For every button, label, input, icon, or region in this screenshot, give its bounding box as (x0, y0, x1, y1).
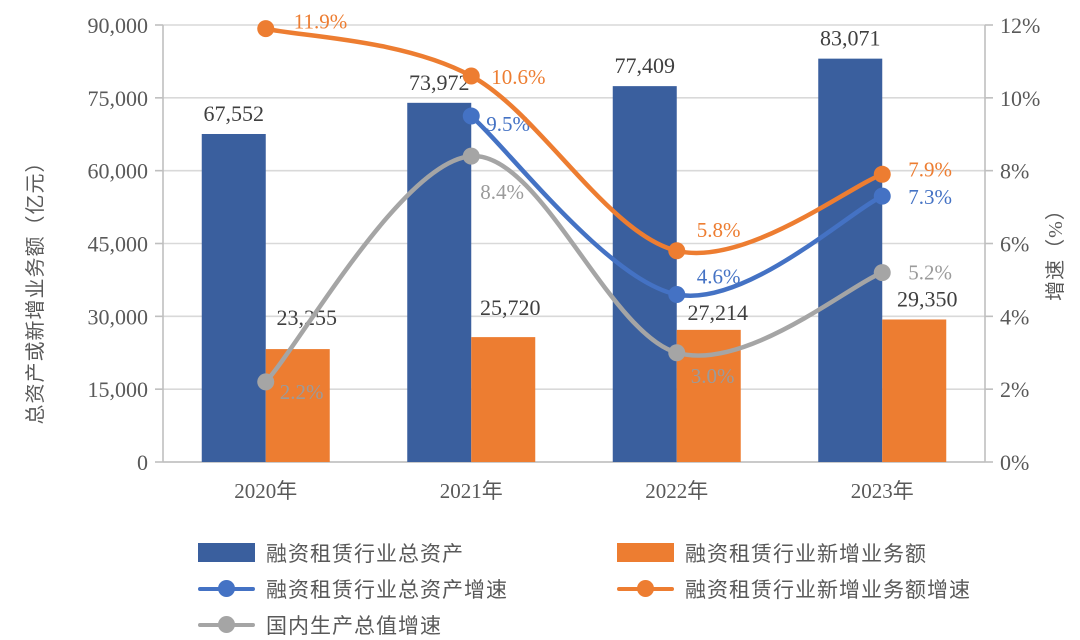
line-value-label: 3.0% (691, 364, 735, 388)
line-path (263, 26, 885, 256)
legend-line-swatch-total-assets-growth (198, 579, 255, 598)
data-point-marker (462, 147, 480, 165)
right-axis-tick-label: 10% (1000, 86, 1040, 111)
legend-item-new-business-growth: 融资租赁行业新增业务额增速 (617, 578, 971, 602)
left-axis-tick-label: 75,000 (88, 86, 149, 111)
line-value-label: 2.2% (280, 380, 324, 404)
category-label: 2021年 (440, 479, 503, 503)
bar (612, 86, 677, 463)
legend-label: 融资租赁行业新增业务额 (685, 541, 927, 566)
line-value-label: 7.9% (908, 157, 952, 181)
legend-line-swatch-gdp-growth (198, 615, 255, 634)
legend-bar-swatch-new-business (617, 543, 674, 562)
axes: 0 0% 15,000 2% 30,000 4% 45,000 6% 60,000 8% 75,00… (24, 13, 1067, 503)
right-axis-title: 增速（%） (1044, 199, 1067, 301)
line-series-1: 11.9% 10.6% 5.8% 7.9% (257, 10, 952, 260)
bar-value-label: 73,972 (409, 70, 470, 95)
left-axis-tick-label: 45,000 (88, 232, 149, 257)
data-point-marker (257, 373, 275, 391)
bar-value-label: 83,071 (820, 26, 881, 51)
bar (265, 349, 330, 462)
legend-column-right: 融资租赁行业新增业务额 融资租赁行业新增业务额增速 (617, 542, 971, 602)
legend-line-swatch-new-business-growth (617, 579, 674, 598)
legend-label: 融资租赁行业新增业务额增速 (685, 577, 971, 602)
data-point-marker (873, 187, 891, 205)
right-axis-tick-label: 12% (1000, 13, 1040, 38)
bar (882, 319, 947, 462)
left-axis-tick-label: 15,000 (88, 377, 149, 402)
right-axis-tick-label: 6% (1000, 232, 1029, 257)
combo-chart-canvas: 0 0% 15,000 2% 30,000 4% 45,000 6% 60,000 8% 75,00… (24, 10, 1067, 503)
legend-bar-color (198, 543, 255, 562)
bar (407, 102, 472, 463)
legend-bar-swatch-total-assets (198, 543, 255, 562)
line-value-label: 8.4% (480, 180, 524, 204)
category-label: 2020年 (234, 479, 297, 503)
bar (201, 133, 266, 463)
line-value-label: 7.3% (908, 185, 952, 209)
left-axis-tick-label: 0 (137, 450, 148, 475)
left-axis-tick-label: 30,000 (88, 304, 149, 329)
data-point-marker (668, 344, 686, 362)
category-label: 2022年 (645, 479, 708, 503)
right-axis-tick-label: 0% (1000, 450, 1029, 475)
bar-value-label: 27,214 (688, 300, 749, 325)
category-label: 2023年 (851, 479, 914, 503)
legend-line-marker-dot (637, 580, 654, 597)
data-point-marker (668, 285, 686, 303)
line-value-label: 9.5% (486, 112, 530, 136)
legend-label: 融资租赁行业总资产 (266, 541, 464, 566)
line-path (263, 153, 885, 385)
line-series-2: 2.2% 8.4% 3.0% 5.2% (257, 147, 952, 404)
data-point-marker (257, 20, 275, 38)
legend-label: 国内生产总值增速 (266, 613, 442, 638)
left-axis-tick-label: 60,000 (88, 159, 149, 184)
data-point-marker (462, 67, 480, 85)
left-axis-title: 总资产或新增业务额（亿元） (24, 152, 47, 425)
legend-label: 融资租赁行业总资产增速 (266, 577, 508, 602)
legend-item-gdp-growth: 国内生产总值增速 (198, 614, 508, 638)
data-point-marker (462, 107, 480, 125)
left-axis-tick-label: 90,000 (88, 13, 149, 38)
bar-series-0: 67,552 73,972 77,409 83,071 (201, 26, 883, 463)
right-axis-tick-label: 2% (1000, 377, 1029, 402)
line-value-label: 5.2% (908, 261, 952, 285)
legend-column-left: 融资租赁行业总资产 融资租赁行业总资产增速 国内生产总值增速 (198, 542, 508, 638)
bar-value-label: 77,409 (615, 53, 676, 78)
legend-item-new-business: 融资租赁行业新增业务额 (617, 542, 971, 566)
data-point-marker (668, 242, 686, 260)
line-series-group: 2.2% 8.4% 3.0% 5.2% 9.5% 4.6% 7.3% 11.9% 10.6% 5.… (257, 10, 952, 404)
bar (818, 58, 883, 463)
right-axis-tick-label: 4% (1000, 304, 1029, 329)
legend-item-total-assets: 融资租赁行业总资产 (198, 542, 508, 566)
line-value-label: 5.8% (697, 218, 741, 242)
legend-line-marker-dot (218, 580, 235, 597)
bar-value-label: 67,552 (204, 101, 265, 126)
data-point-marker (873, 165, 891, 183)
line-value-label: 10.6% (491, 65, 545, 89)
line-value-label: 11.9% (294, 10, 347, 34)
right-axis-tick-label: 8% (1000, 159, 1029, 184)
legend-item-total-assets-growth: 融资租赁行业总资产增速 (198, 578, 508, 602)
data-point-marker (873, 264, 891, 282)
bar-value-label: 25,720 (480, 295, 541, 320)
bar (471, 337, 536, 462)
line-series-0: 9.5% 4.6% 7.3% (462, 107, 952, 303)
legend-line-marker-dot (218, 616, 235, 633)
line-value-label: 4.6% (697, 264, 741, 288)
bar-value-label: 29,350 (897, 286, 958, 311)
legend-bar-color (617, 543, 674, 562)
